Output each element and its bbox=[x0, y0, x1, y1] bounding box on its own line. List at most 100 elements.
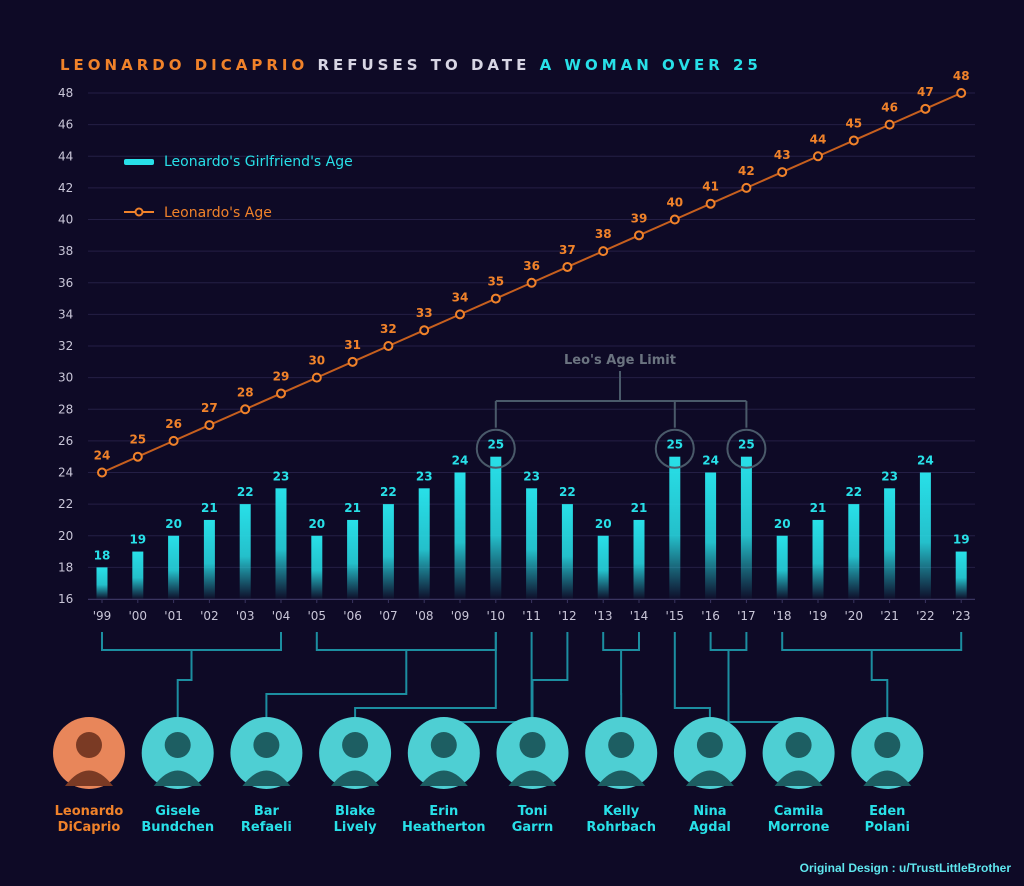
x-tick-label: '13 bbox=[594, 609, 613, 623]
leo-age-label: 46 bbox=[881, 101, 898, 115]
leo-age-point bbox=[777, 167, 788, 178]
bar-value-label: 20 bbox=[774, 517, 791, 531]
bar-value-label: 19 bbox=[953, 533, 970, 547]
x-tick-label: '17 bbox=[737, 609, 756, 623]
bar-value-label: 21 bbox=[201, 501, 218, 515]
y-tick-label: 42 bbox=[58, 181, 73, 195]
leo-age-point bbox=[132, 451, 143, 462]
y-tick-label: 30 bbox=[58, 371, 73, 385]
leo-age-point bbox=[97, 467, 107, 478]
leo-age-line: 24 25 26 27 28 29 30 31 32 33 34 35 36 37 38 39 40 41 42 43… bbox=[94, 69, 970, 478]
girlfriend-age-bar bbox=[705, 472, 717, 599]
leo-age-point bbox=[848, 135, 859, 146]
girlfriend-age-bar bbox=[848, 504, 860, 599]
leo-age-label: 28 bbox=[237, 385, 254, 399]
x-tick-label: '10 bbox=[487, 609, 506, 623]
y-tick-label: 20 bbox=[58, 529, 73, 543]
title-part-middle: REFUSES TO DATE bbox=[308, 56, 539, 74]
legend: Leonardo's Girlfriend's Age Leonardo's A… bbox=[124, 154, 353, 221]
bar-value-label: 20 bbox=[308, 517, 325, 531]
leo-age-point bbox=[490, 293, 501, 304]
leo-age-label: 31 bbox=[344, 338, 361, 352]
y-tick-label: 24 bbox=[58, 466, 73, 480]
leo-age-label: 24 bbox=[94, 449, 111, 463]
bar-value-label: 21 bbox=[631, 501, 648, 515]
person-first-name: Erin bbox=[429, 804, 458, 819]
leo-age-point bbox=[347, 356, 358, 367]
y-tick-label: 44 bbox=[58, 149, 73, 163]
bar-value-label: 25 bbox=[738, 438, 755, 452]
person-connector bbox=[354, 632, 497, 717]
leo-age-label: 39 bbox=[631, 211, 648, 225]
girlfriend-age-bar bbox=[418, 488, 430, 599]
person-last-name: Rohrbach bbox=[586, 820, 656, 835]
leo-age-point bbox=[419, 325, 430, 336]
avatar-head-shape bbox=[608, 732, 635, 758]
girlfriend-age-bar bbox=[919, 472, 931, 599]
leo-age-label: 43 bbox=[774, 148, 791, 162]
avatar-body-shape bbox=[419, 770, 468, 786]
leo-age-point bbox=[562, 261, 573, 272]
bar-value-label: 24 bbox=[917, 454, 934, 468]
bar-value-label: 25 bbox=[487, 438, 504, 452]
bar-value-label: 24 bbox=[452, 454, 469, 468]
person-connector bbox=[870, 650, 889, 717]
bar-value-label: 21 bbox=[810, 501, 827, 515]
avatar-body-shape bbox=[153, 770, 202, 786]
leo-age-label: 33 bbox=[416, 306, 433, 320]
person-last-name: Agdal bbox=[689, 820, 731, 835]
leo-age-label: 30 bbox=[308, 354, 325, 368]
person-first-name: Blake bbox=[335, 804, 375, 819]
x-tick-label: '06 bbox=[343, 609, 362, 623]
leo-age-point bbox=[598, 246, 609, 257]
y-tick-label: 34 bbox=[58, 307, 73, 321]
leo-age-point bbox=[956, 88, 967, 98]
range-bracket bbox=[709, 632, 748, 651]
person-first-name: Gisele bbox=[155, 804, 200, 819]
girlfriend-age-bar bbox=[347, 519, 359, 599]
girlfriend-age-bar bbox=[96, 567, 108, 599]
bar-value-label: 22 bbox=[380, 485, 397, 499]
x-tick-label: '00 bbox=[129, 609, 148, 623]
person-last-name: Morrone bbox=[768, 820, 830, 835]
leo-age-point bbox=[920, 103, 931, 114]
leo-age-point bbox=[383, 341, 394, 351]
girlfriend-age-bar bbox=[454, 472, 466, 599]
person-last-name: DiCaprio bbox=[58, 820, 121, 835]
x-tick-label: '21 bbox=[880, 609, 899, 623]
avatar-head-shape bbox=[342, 732, 369, 758]
leo-age-label: 40 bbox=[666, 196, 683, 210]
bar-value-label: 21 bbox=[344, 501, 361, 515]
girlfriend-age-bar bbox=[168, 535, 180, 599]
bar-value-label: 19 bbox=[129, 533, 146, 547]
bar-value-label: 23 bbox=[881, 469, 898, 483]
leo-age-label: 38 bbox=[595, 227, 612, 241]
leo-age-label: 26 bbox=[165, 417, 182, 431]
person-connector bbox=[176, 650, 193, 717]
x-tick-label: '12 bbox=[558, 609, 577, 623]
leo-age-label: 35 bbox=[487, 275, 504, 289]
avatar-body-shape bbox=[65, 770, 113, 786]
girlfriend-age-bar bbox=[490, 456, 502, 599]
leo-age-point bbox=[455, 309, 465, 320]
bar-value-label: 20 bbox=[595, 517, 612, 531]
girlfriend-age-bar bbox=[597, 535, 609, 599]
person-first-name: Toni bbox=[518, 804, 548, 819]
legend-label-leo: Leonardo's Age bbox=[164, 205, 272, 221]
y-tick-label: 46 bbox=[58, 118, 73, 132]
girlfriend-age-bar bbox=[382, 504, 394, 599]
x-tick-label: '20 bbox=[845, 609, 864, 623]
y-tick-label: 32 bbox=[58, 339, 73, 353]
person-last-name: Bundchen bbox=[141, 820, 214, 835]
girlfriend-age-bar bbox=[812, 519, 824, 599]
person-connector bbox=[531, 632, 569, 717]
legend-marker-leo bbox=[134, 207, 144, 217]
avatar-body-shape bbox=[863, 770, 912, 786]
leo-age-label: 27 bbox=[201, 401, 218, 415]
avatar-head-shape bbox=[696, 732, 723, 758]
avatar-head-shape bbox=[253, 732, 280, 758]
leo-age-label: 42 bbox=[738, 164, 755, 178]
girlfriend-age-bar bbox=[740, 456, 752, 599]
leo-age-point bbox=[240, 404, 251, 415]
chart-title: LEONARDO DICAPRIO REFUSES TO DATE A WOMA… bbox=[60, 56, 762, 74]
